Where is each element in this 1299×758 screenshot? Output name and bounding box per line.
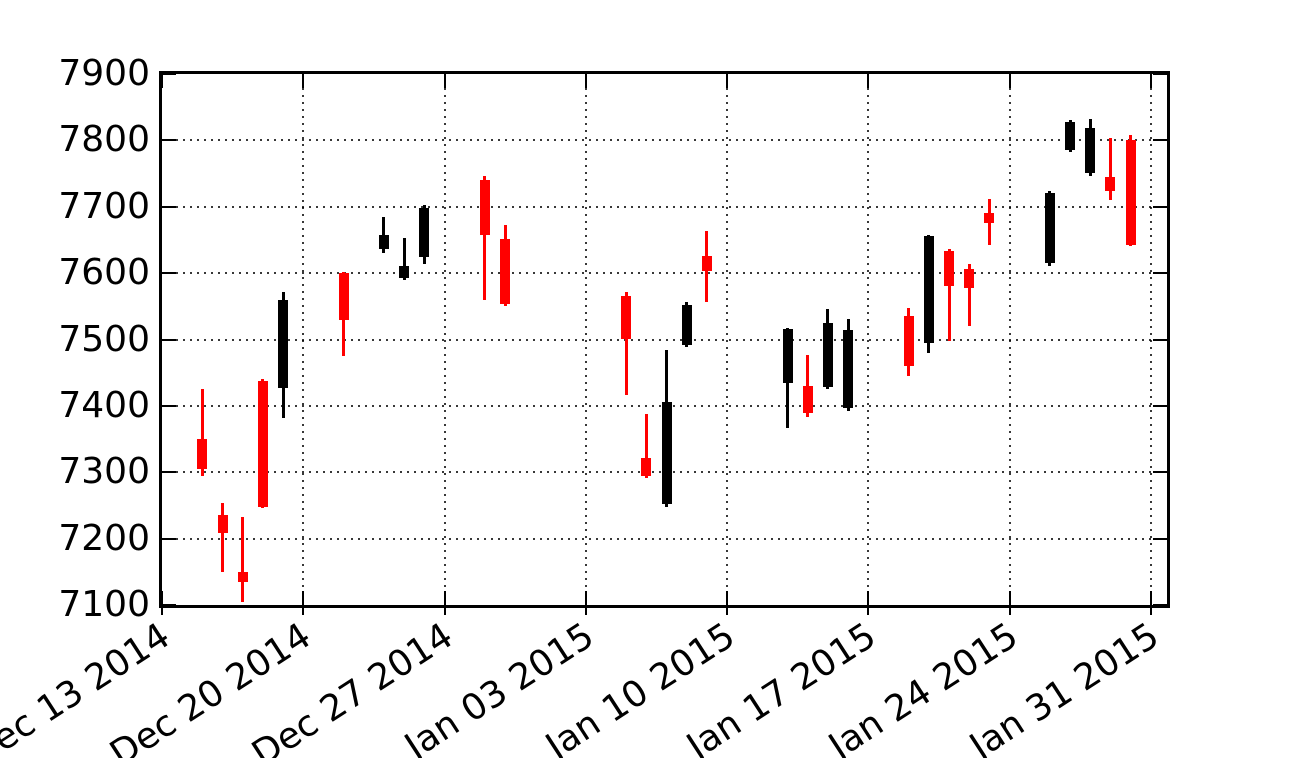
candle-body	[378, 234, 389, 249]
candle-body	[1085, 128, 1096, 173]
candle-body	[681, 304, 692, 345]
y-tick-left	[162, 471, 176, 474]
y-tick-right	[1153, 471, 1167, 474]
y-tick-right	[1153, 272, 1167, 275]
candle-body	[782, 328, 793, 384]
candle-body	[923, 235, 934, 344]
candle-body	[419, 208, 430, 257]
y-tick-left	[162, 537, 176, 540]
candle-body	[641, 457, 652, 476]
y-tick-label: 7300	[58, 451, 150, 493]
y-tick-label: 7400	[58, 384, 150, 426]
candle-wick	[644, 413, 648, 478]
candle-body	[802, 385, 813, 413]
candle-body	[1105, 176, 1116, 191]
x-tick-top	[726, 74, 729, 88]
x-tick-bottom	[1149, 591, 1152, 615]
candle-body	[1125, 140, 1136, 246]
x-tick-bottom	[867, 591, 870, 615]
x-tick-top	[1149, 74, 1152, 88]
candle-body	[1065, 121, 1076, 150]
x-tick-top	[302, 74, 305, 88]
y-tick-label: 7100	[58, 584, 150, 625]
x-tick-top	[867, 74, 870, 88]
candle-body	[399, 266, 410, 279]
candle-body	[944, 250, 955, 287]
y-tick-label: 7200	[58, 517, 150, 559]
candle-body	[661, 401, 672, 505]
candle-wick	[221, 502, 225, 572]
y-grid-line	[162, 139, 1167, 142]
candle-body	[217, 514, 228, 534]
y-tick-label: 7700	[58, 185, 150, 227]
candle-wick	[200, 389, 204, 476]
candle-body	[701, 255, 712, 272]
x-grid-line	[443, 74, 446, 605]
candle-body	[257, 380, 268, 507]
y-grid-line	[162, 537, 1167, 540]
candle-body	[964, 269, 975, 288]
candle-body	[197, 439, 208, 469]
candle-body	[843, 330, 854, 408]
y-tick-right	[1153, 537, 1167, 540]
x-tick-top	[161, 74, 163, 88]
y-tick-left	[162, 604, 176, 606]
y-tick-right	[1153, 604, 1167, 606]
y-tick-right	[1153, 338, 1167, 341]
y-tick-right	[1153, 404, 1167, 407]
x-tick-bottom	[443, 591, 446, 615]
y-tick-left	[162, 338, 176, 341]
candle-body	[500, 238, 511, 305]
x-grid-line	[726, 74, 729, 605]
y-grid-line	[162, 205, 1167, 208]
y-grid-line	[162, 338, 1167, 341]
y-tick-label: 7600	[58, 252, 150, 294]
candle-wick	[624, 291, 628, 396]
y-tick-right	[1153, 205, 1167, 208]
y-tick-label: 7800	[58, 119, 150, 161]
x-tick-bottom	[161, 591, 163, 615]
x-grid-line	[302, 74, 305, 605]
x-tick-bottom	[1008, 591, 1011, 615]
x-tick-bottom	[726, 591, 729, 615]
x-grid-line	[584, 74, 587, 605]
plot-frame	[159, 71, 1170, 608]
y-tick-left	[162, 404, 176, 407]
y-tick-label: 7500	[58, 318, 150, 360]
x-tick-bottom	[584, 591, 587, 615]
candle-wick	[967, 263, 971, 327]
x-tick-bottom	[302, 591, 305, 615]
candle-wick	[483, 176, 487, 300]
x-tick-top	[443, 74, 446, 88]
y-tick-left	[162, 73, 176, 75]
candle-body	[822, 322, 833, 388]
candle-wick	[947, 249, 951, 341]
candle-body	[621, 296, 632, 340]
x-grid-line	[1008, 74, 1011, 605]
candle-body	[278, 299, 289, 388]
x-grid-line	[1149, 74, 1152, 605]
candle-body	[903, 315, 914, 367]
x-tick-top	[584, 74, 587, 88]
candle-wick	[1108, 138, 1112, 201]
y-tick-left	[162, 139, 176, 142]
y-tick-right	[1153, 73, 1167, 75]
y-tick-right	[1153, 139, 1167, 142]
x-grid-line	[867, 74, 870, 605]
candle-body	[1044, 192, 1055, 264]
candle-body	[237, 571, 248, 583]
candle-wick	[402, 237, 406, 280]
x-tick-top	[1008, 74, 1011, 88]
candle-body	[479, 180, 490, 236]
candle-body	[984, 212, 995, 223]
y-grid-line	[162, 272, 1167, 275]
candle-wick	[241, 517, 245, 602]
y-tick-left	[162, 205, 176, 208]
y-tick-left	[162, 272, 176, 275]
candle-body	[338, 273, 349, 320]
y-tick-label: 7900	[58, 53, 150, 94]
